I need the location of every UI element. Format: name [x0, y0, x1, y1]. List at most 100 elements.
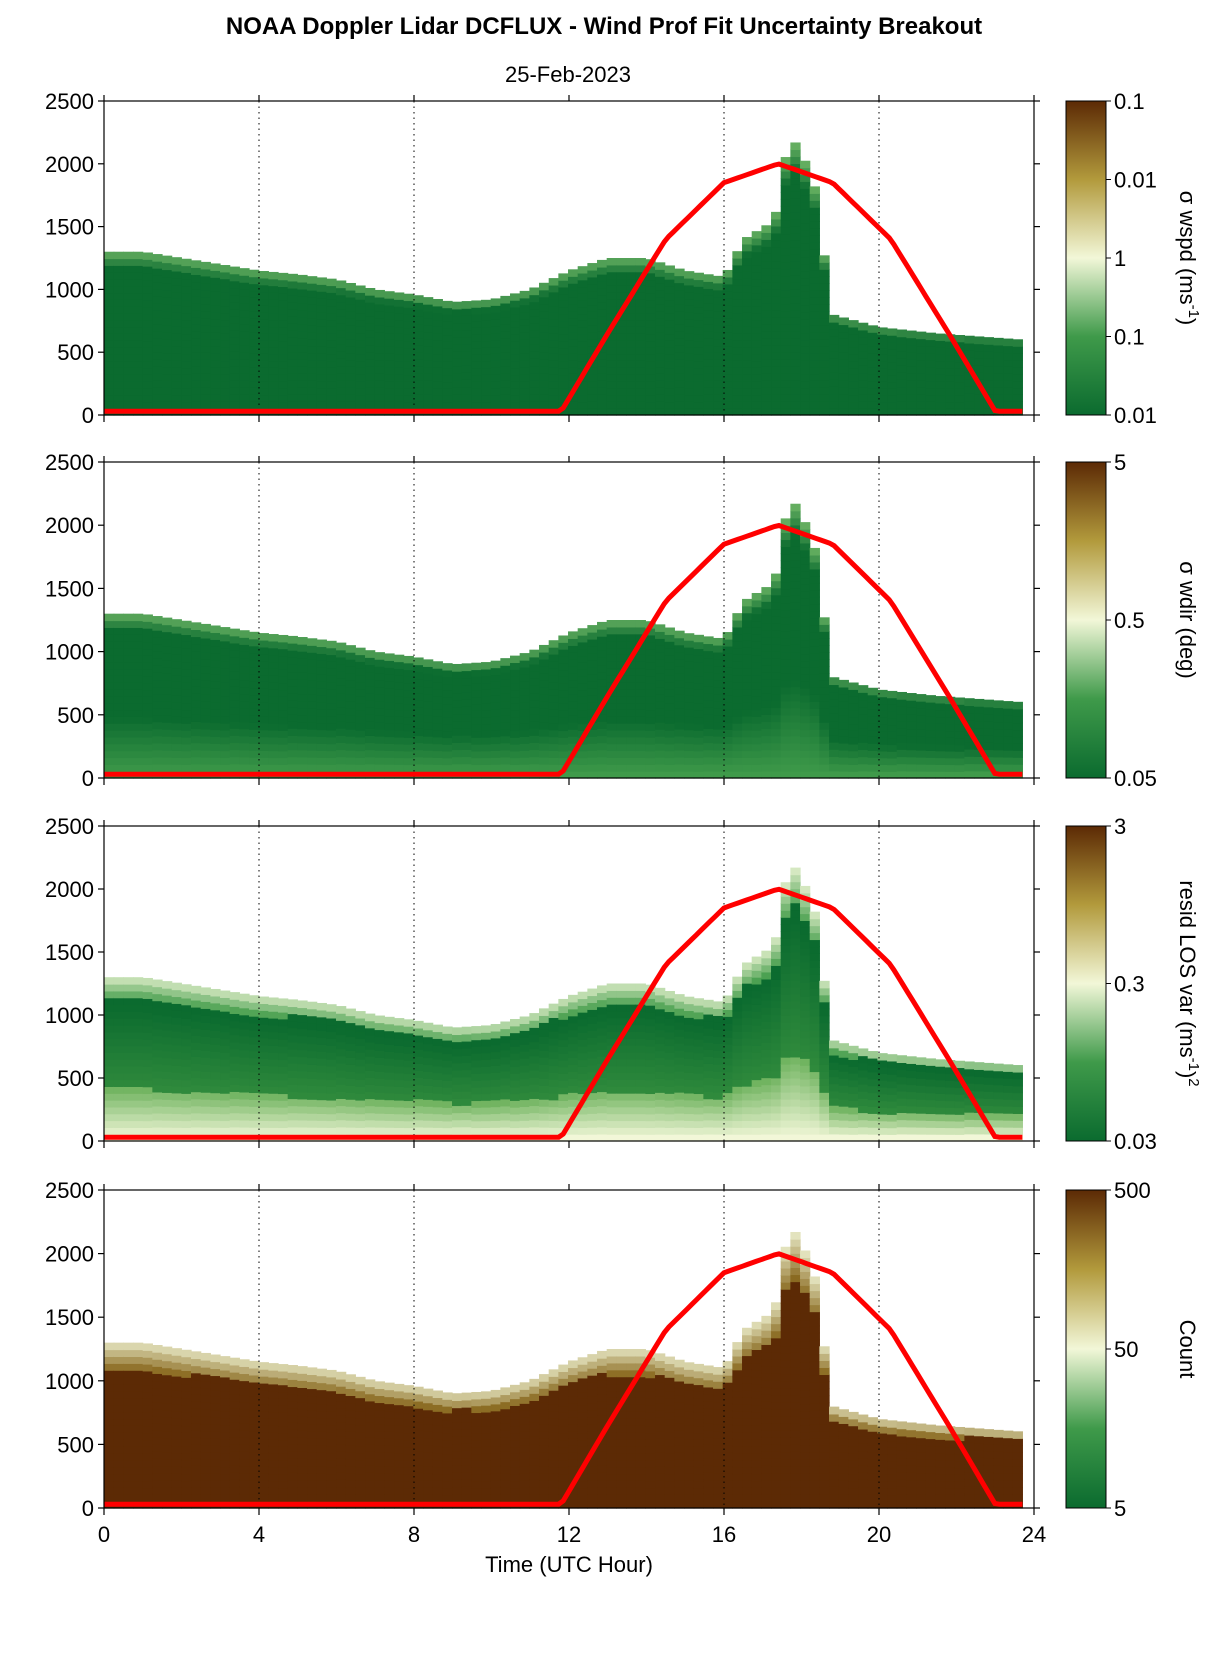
heatmap-cell	[597, 629, 608, 637]
heatmap-cell	[249, 1057, 260, 1066]
heatmap-cell	[336, 1034, 347, 1043]
heatmap-cell	[152, 651, 163, 659]
heatmap-cell	[191, 393, 202, 402]
heatmap-cell	[162, 352, 173, 361]
heatmap-cell	[432, 319, 443, 327]
heatmap-cell	[548, 674, 559, 683]
heatmap-cell	[819, 331, 830, 340]
heatmap-cell	[471, 394, 482, 403]
heatmap-cell	[684, 346, 695, 354]
heatmap-cell	[307, 1106, 318, 1114]
heatmap-cell	[529, 1048, 540, 1057]
heatmap-cell	[800, 408, 811, 416]
heatmap-cell	[829, 720, 840, 729]
heatmap-cell	[365, 379, 376, 388]
heatmap-cell	[829, 314, 840, 323]
heatmap-cell	[403, 1093, 414, 1102]
heatmap-cell	[432, 367, 443, 375]
colorbar	[1065, 100, 1107, 416]
heatmap-cell	[771, 218, 782, 227]
heatmap-cell	[133, 353, 144, 362]
heatmap-cell	[819, 624, 830, 632]
heatmap-cell	[278, 1079, 289, 1088]
heatmap-cell	[384, 660, 395, 668]
heatmap-cell	[597, 330, 608, 339]
heatmap-cell	[200, 1071, 211, 1079]
heatmap-cell	[809, 708, 820, 716]
heatmap-cell	[568, 1043, 579, 1052]
heatmap-cell	[152, 735, 163, 744]
heatmap-cell	[490, 325, 501, 334]
heatmap-cell	[191, 1119, 202, 1128]
heatmap-cell	[568, 1008, 579, 1017]
heatmap-cell	[345, 338, 356, 347]
heatmap-cell	[635, 1038, 646, 1046]
heatmap-cell	[384, 1058, 395, 1066]
heatmap-cell	[935, 716, 946, 724]
heatmap-cell	[152, 728, 163, 737]
heatmap-cell	[558, 327, 569, 335]
heatmap-cell	[220, 1058, 231, 1067]
heatmap-cell	[838, 401, 849, 409]
chart-title: NOAA Doppler Lidar DCFLUX - Wind Prof Fi…	[226, 13, 982, 40]
heatmap-cell	[664, 299, 675, 307]
heatmap-cell	[780, 581, 791, 590]
heatmap-cell	[374, 366, 385, 374]
heatmap-cell	[761, 714, 772, 723]
heatmap-cell	[606, 1004, 617, 1012]
heatmap-cell	[365, 742, 376, 751]
heatmap-cell	[355, 757, 366, 765]
heatmap-cell	[800, 577, 811, 585]
heatmap-cell	[191, 999, 202, 1008]
heatmap-cell	[780, 157, 791, 165]
heatmap-cell	[471, 313, 482, 322]
heatmap-cell	[519, 1085, 530, 1094]
heatmap-cell	[133, 668, 144, 676]
heatmap-cell	[771, 232, 782, 241]
heatmap-cell	[722, 325, 733, 333]
heatmap-cell	[819, 262, 830, 270]
heatmap-cell	[384, 757, 395, 765]
heatmap-cell	[597, 358, 608, 367]
heatmap-cell	[693, 313, 704, 321]
heatmap-cell	[626, 757, 637, 765]
heatmap-cell	[780, 637, 791, 646]
heatmap-cell	[829, 357, 840, 366]
heatmap-cell	[268, 675, 279, 683]
heatmap-cell	[568, 401, 579, 409]
heatmap-cell	[597, 1013, 608, 1022]
heatmap-cell	[249, 729, 260, 737]
heatmap-cell	[374, 1113, 385, 1121]
heatmap-cell	[742, 743, 753, 752]
heatmap-cell	[307, 401, 318, 409]
heatmap-cell	[1003, 701, 1014, 709]
heatmap-cell	[287, 1056, 298, 1064]
heatmap-cell	[790, 247, 801, 255]
heatmap-cell	[809, 200, 820, 208]
heatmap-cell	[104, 285, 115, 294]
heatmap-cell	[104, 702, 115, 711]
heatmap-cell	[249, 1106, 260, 1114]
heatmap-cell	[200, 651, 211, 660]
heatmap-cell	[345, 743, 356, 751]
heatmap-cell	[104, 647, 115, 656]
heatmap-cell	[916, 331, 927, 340]
heatmap-cell	[945, 757, 956, 766]
heatmap-cell	[249, 269, 260, 278]
heatmap-cell	[529, 685, 540, 694]
heatmap-cell	[258, 394, 269, 402]
heatmap-cell	[713, 352, 724, 360]
heatmap-cell	[229, 728, 240, 736]
heatmap-cell	[587, 1050, 598, 1059]
heatmap-cell	[297, 735, 308, 744]
heatmap-cell	[674, 700, 685, 709]
heatmap-cell	[674, 268, 685, 277]
heatmap-cell	[587, 764, 598, 772]
heatmap-cell	[519, 680, 530, 689]
heatmap-cell	[113, 1038, 124, 1047]
heatmap-cell	[297, 1126, 308, 1135]
heatmap-cell	[722, 373, 733, 382]
heatmap-cell	[713, 756, 724, 765]
heatmap-cell	[829, 770, 840, 779]
heatmap-cell	[510, 381, 521, 389]
